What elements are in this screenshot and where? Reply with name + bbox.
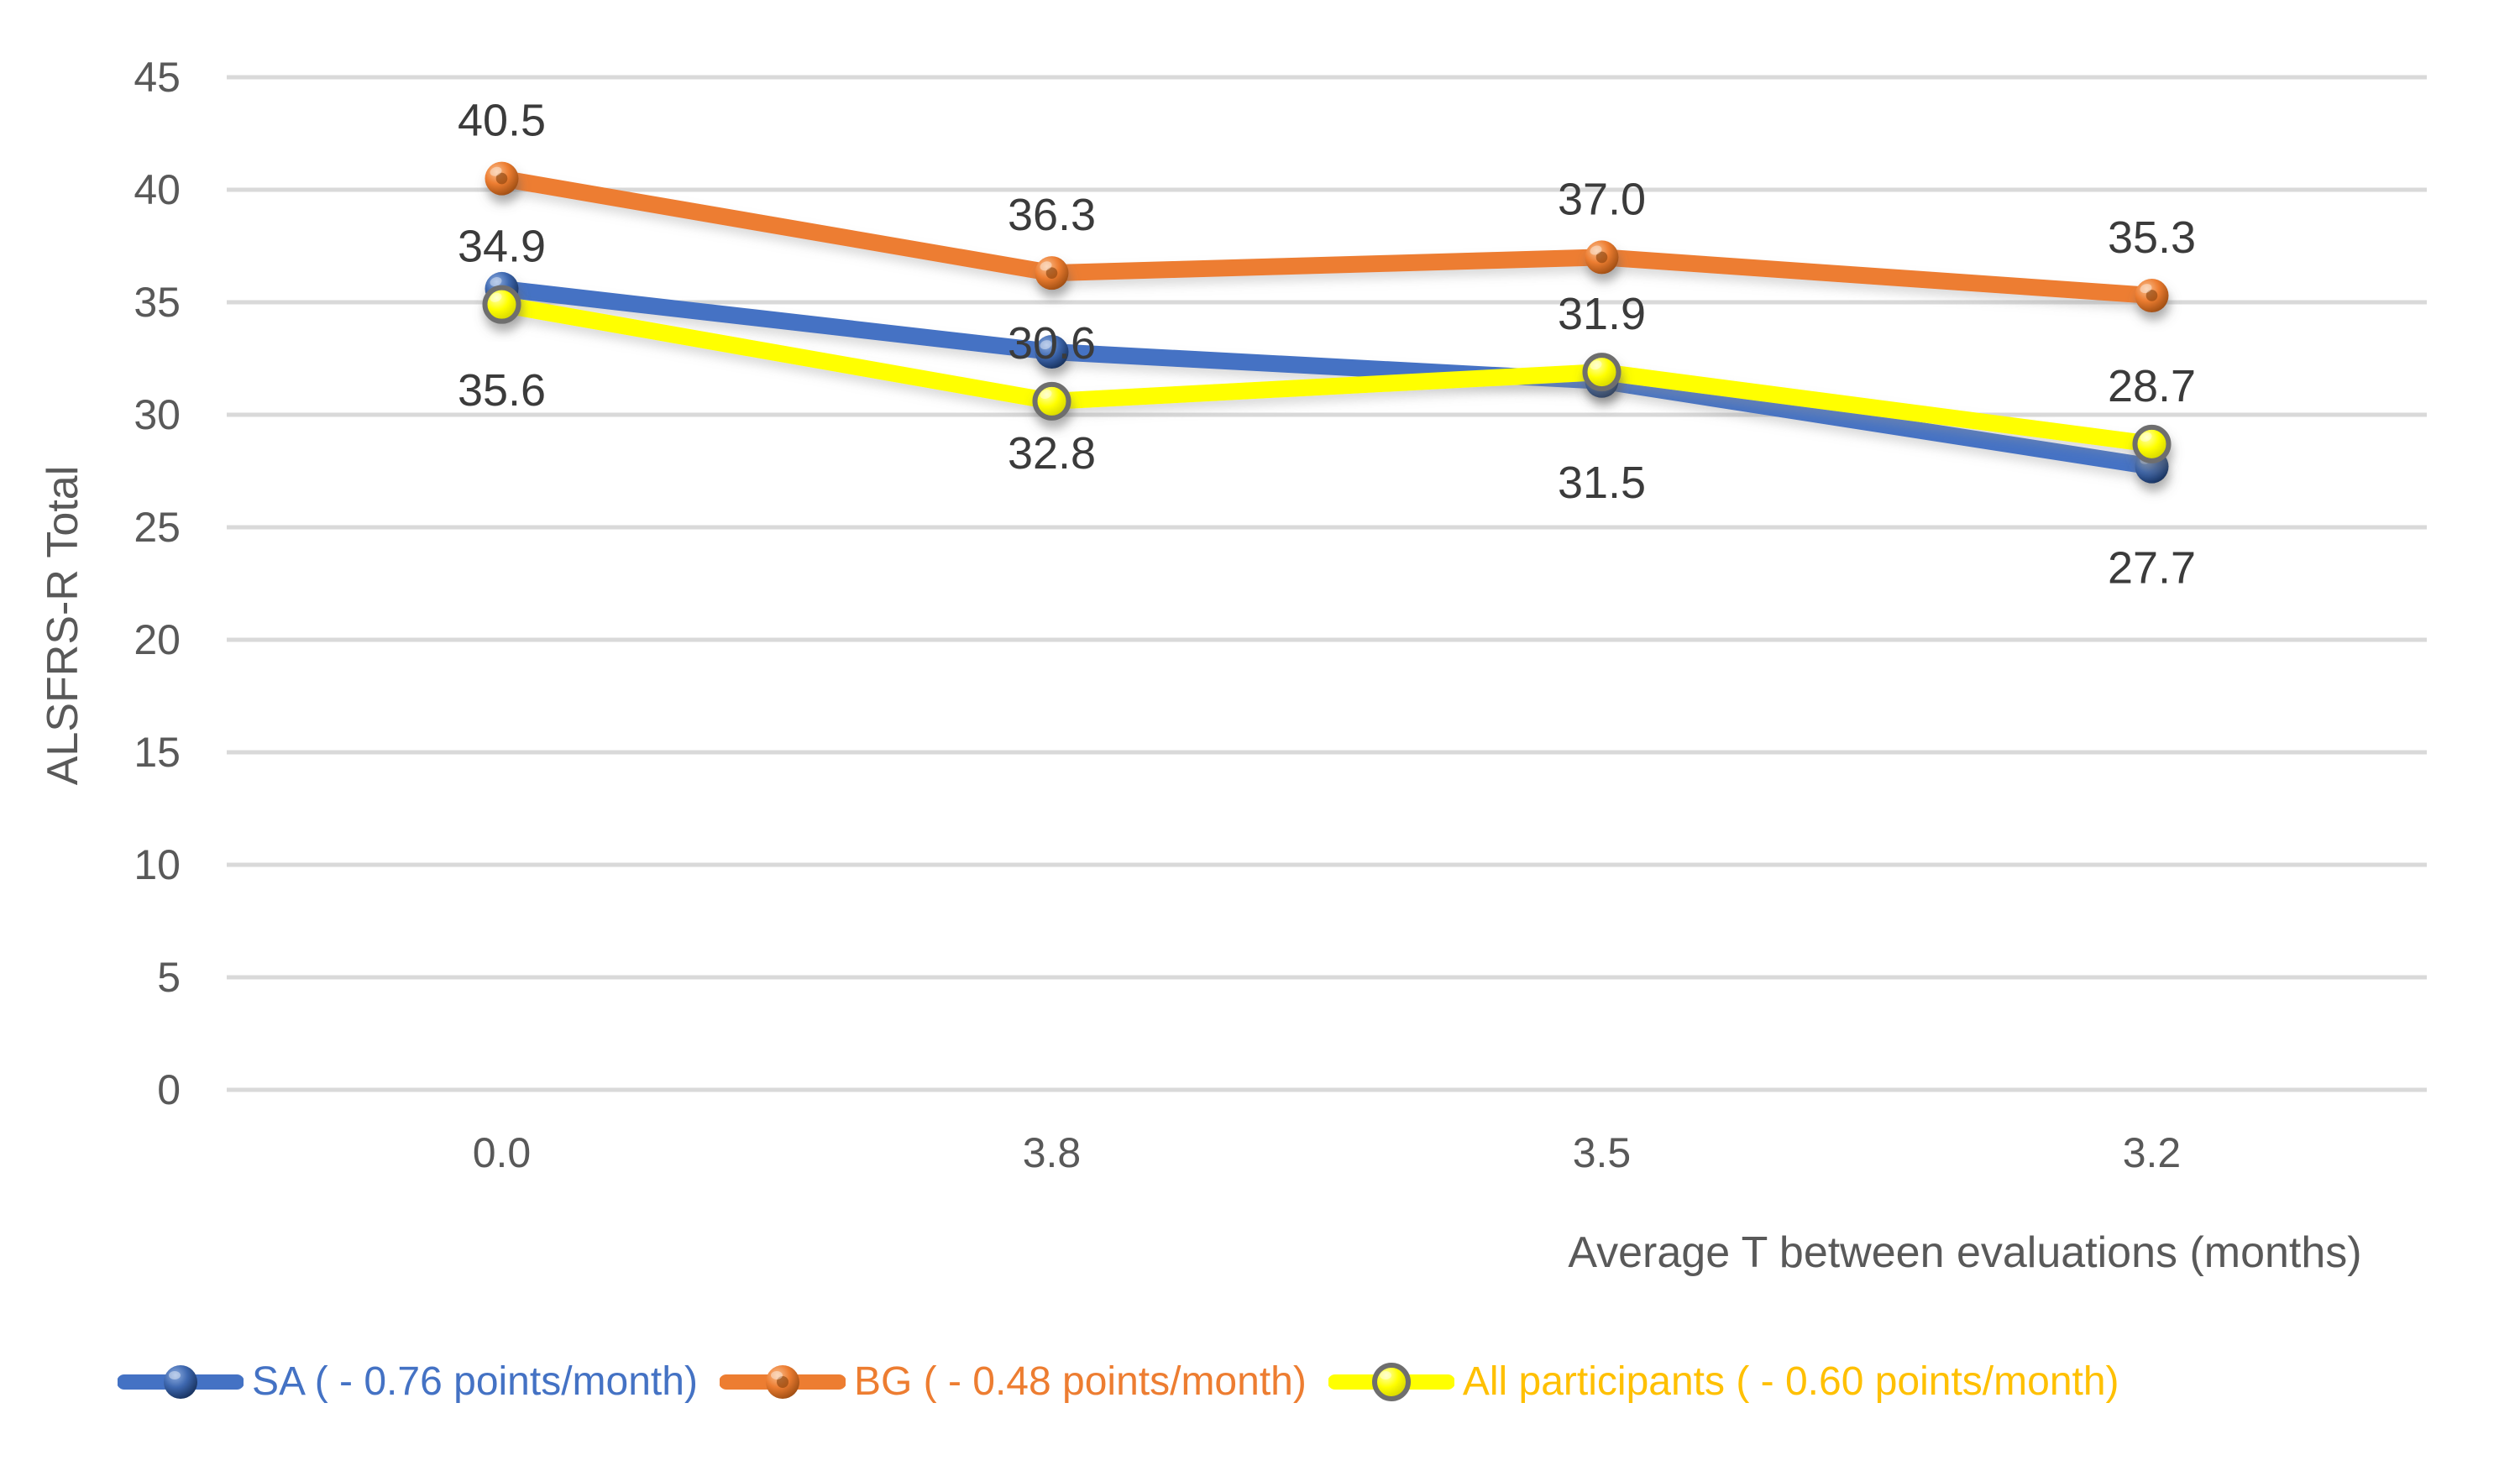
series-line-2 xyxy=(493,296,2161,453)
y-tick-label: 0 xyxy=(157,1066,181,1113)
data-point-marker-0 xyxy=(1035,334,1069,369)
x-axis-title: Average T between evaluations (months) xyxy=(1568,1228,2362,1277)
data-point-marker-2 xyxy=(482,285,521,324)
data-point-marker-1 xyxy=(2135,278,2169,312)
x-tick-label-1: 3.8 xyxy=(1023,1129,1082,1176)
x-tick-label-3: 3.2 xyxy=(2123,1129,2182,1176)
data-label-series1-pt1: 36.3 xyxy=(1008,190,1096,240)
y-tick-label: 35 xyxy=(134,279,181,326)
data-point-marker-1 xyxy=(1035,256,1069,291)
data-label-series2-pt0: 34.9 xyxy=(458,222,546,272)
y-tick-label: 40 xyxy=(134,166,181,213)
x-tick-label-2: 3.5 xyxy=(1573,1129,1632,1176)
data-label-series2-pt3: 28.7 xyxy=(2108,361,2196,411)
legend-marker-all-participants-icon xyxy=(1328,1360,1454,1404)
data-label-series1-pt0: 40.5 xyxy=(458,96,546,146)
data-label-series0-pt2: 31.5 xyxy=(1558,458,1646,508)
series-line-1 xyxy=(493,170,2161,304)
data-label-series2-pt2: 31.9 xyxy=(1558,289,1646,339)
data-point-marker-1 xyxy=(485,161,519,196)
y-tick-label: 10 xyxy=(134,841,181,888)
legend-item-bg: BG ( - 0.48 points/month) xyxy=(719,1358,1307,1405)
x-tick-label-0: 0.0 xyxy=(473,1129,532,1176)
legend-item-sa: SA ( - 0.76 points/month) xyxy=(118,1358,698,1405)
y-tick-label: 5 xyxy=(157,954,181,1001)
data-point-marker-2 xyxy=(1032,381,1071,421)
data-label-series0-pt0: 35.6 xyxy=(458,365,546,416)
legend-item-all-participants: All participants ( - 0.60 points/month) xyxy=(1328,1358,2119,1405)
y-tick-label: 30 xyxy=(134,391,181,438)
data-label-series0-pt3: 27.7 xyxy=(2108,543,2196,594)
data-label-series1-pt3: 35.3 xyxy=(2108,212,2196,263)
legend-label-sa: SA ( - 0.76 points/month) xyxy=(252,1359,698,1404)
data-label-series0-pt1: 32.8 xyxy=(1008,428,1096,479)
data-point-marker-2 xyxy=(2132,424,2172,463)
legend-label-bg: BG ( - 0.48 points/month) xyxy=(853,1359,1307,1404)
y-tick-label: 45 xyxy=(134,54,181,101)
legend-label-all-participants: All participants ( - 0.60 points/month) xyxy=(1462,1359,2119,1404)
legend-marker-sa-icon xyxy=(118,1360,244,1404)
y-axis-title: ALSFRS-R Total xyxy=(39,465,87,786)
data-point-marker-2 xyxy=(1582,353,1621,392)
legend-marker-bg-icon xyxy=(719,1360,846,1404)
legend: SA ( - 0.76 points/month) BG ( - 0.48 po… xyxy=(118,1358,2520,1405)
series-line-0 xyxy=(493,280,2161,475)
y-tick-label: 25 xyxy=(134,504,181,551)
y-tick-label: 15 xyxy=(134,729,181,776)
data-point-marker-1 xyxy=(1585,240,1619,275)
data-label-series1-pt2: 37.0 xyxy=(1558,174,1646,224)
data-label-series2-pt1: 30.6 xyxy=(1008,318,1096,369)
y-tick-label: 20 xyxy=(134,616,181,663)
